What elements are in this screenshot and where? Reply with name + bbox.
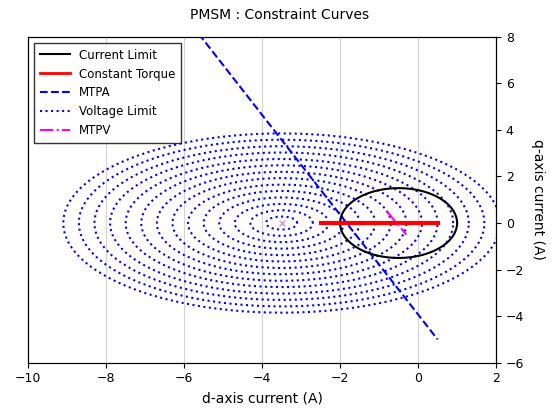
Text: PMSM : Constraint Curves: PMSM : Constraint Curves: [190, 8, 370, 22]
X-axis label: d-axis current (A): d-axis current (A): [202, 391, 323, 405]
Y-axis label: q-axis current (A): q-axis current (A): [531, 139, 545, 260]
Legend: Current Limit, Constant Torque, MTPA, Voltage Limit, MTPV: Current Limit, Constant Torque, MTPA, Vo…: [34, 43, 181, 143]
